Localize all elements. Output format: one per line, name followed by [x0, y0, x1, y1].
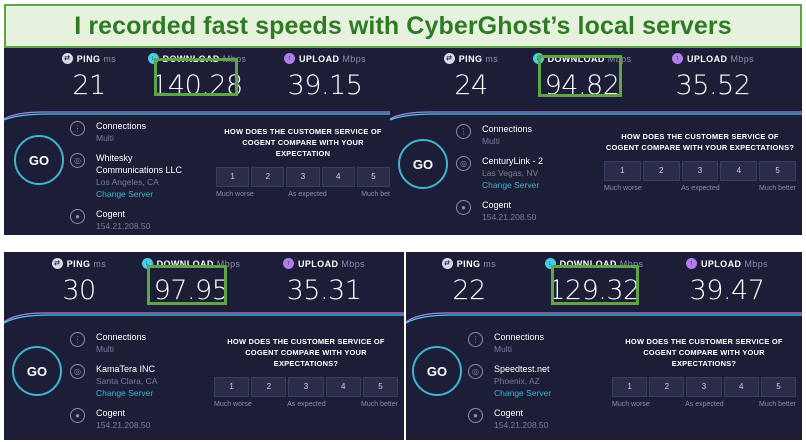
ping-metric: ⇄ PING ms 30 [14, 258, 144, 306]
upload-icon: ↑ [283, 53, 295, 64]
rating-4-button[interactable]: 4 [325, 377, 361, 397]
download-highlight-box [551, 265, 639, 305]
user-icon: ● [70, 408, 85, 423]
speed-graph [406, 312, 802, 324]
upload-metric: ↑ UPLOAD Mbps 35.31 [259, 258, 389, 306]
change-server-link[interactable]: Change Server [96, 388, 154, 398]
rating-5-button[interactable]: 5 [356, 167, 391, 187]
rating-5-button[interactable]: 5 [759, 161, 796, 181]
rating-5-button[interactable]: 5 [760, 377, 797, 397]
upload-value: 39.47 [689, 275, 765, 306]
ping-value: 24 [454, 70, 488, 101]
rating-scale: 1 2 3 4 5 [214, 377, 399, 397]
rating-3-button[interactable]: 3 [286, 167, 320, 187]
connections-icon: ⋮ [70, 121, 85, 136]
ping-icon: ⇄ [441, 258, 453, 269]
rating-2-button[interactable]: 2 [251, 377, 287, 397]
go-button[interactable]: GO [398, 139, 448, 189]
connections-icon: ⋮ [456, 124, 471, 139]
change-server-link[interactable]: Change Server [482, 180, 540, 190]
go-button[interactable]: GO [12, 346, 62, 396]
connection-info: ⋮ Connections Multi ◎ Whitesky Communication… [70, 120, 210, 235]
rating-3-button[interactable]: 3 [288, 377, 324, 397]
connection-info: ⋮ Connections Multi ◎ Speedtest.net Phoenix,… [468, 331, 608, 439]
download-metric: ↓ DOWNLOAD Mbps 129.32 [529, 258, 659, 306]
connections-icon: ⋮ [70, 332, 85, 347]
customer-service-survey: HOW DOES THE CUSTOMER SERVICE OF COGENT … [214, 337, 399, 408]
change-server-link[interactable]: Change Server [96, 189, 154, 199]
globe-icon: ◎ [70, 364, 85, 379]
customer-service-survey: HOW DOES THE CUSTOMER SERVICE OF COGENT … [604, 132, 796, 192]
upload-value: 35.31 [286, 275, 362, 306]
speed-graph [4, 111, 404, 121]
rating-1-button[interactable]: 1 [216, 167, 250, 187]
download-highlight-box [147, 265, 227, 305]
upload-metric: ↑ UPLOAD Mbps 39.15 [260, 53, 390, 101]
download-highlight-box [154, 58, 238, 96]
globe-icon: ◎ [70, 153, 85, 168]
ping-metric: ⇄ PING ms 22 [406, 258, 534, 306]
globe-icon: ◎ [456, 156, 471, 171]
speedtest-panel-los-angeles: ⇄ PING ms 21 ↓ DOWNLOAD Mbps 140.28 ↑ UPLOAD M… [4, 47, 404, 235]
rating-scale: 1 2 3 4 5 [604, 161, 796, 181]
ping-icon: ⇄ [51, 258, 63, 269]
user-icon: ● [456, 200, 471, 215]
download-value: 97.95 [153, 275, 229, 306]
upload-value: 39.15 [287, 70, 363, 101]
ping-value: 22 [452, 275, 486, 306]
rating-scale: 1 2 3 4 5 [216, 167, 391, 187]
ping-metric: ⇄ PING ms 24 [406, 53, 536, 101]
upload-value: 35.52 [675, 70, 751, 101]
go-button[interactable]: GO [14, 135, 64, 185]
headline-text: I recorded fast speeds with CyberGhost’s… [74, 11, 732, 40]
connection-info: ⋮ Connections Multi ◎ CenturyLink - 2 Las Ve… [456, 123, 596, 231]
speed-graph [390, 111, 802, 121]
rating-1-button[interactable]: 1 [214, 377, 250, 397]
upload-icon: ↑ [282, 258, 294, 269]
ping-icon: ⇄ [61, 53, 73, 64]
ping-value: 30 [62, 275, 96, 306]
rating-2-button[interactable]: 2 [642, 161, 680, 181]
upload-icon: ↑ [671, 53, 683, 64]
download-icon: ↓ [544, 258, 556, 269]
connection-info: ⋮ Connections Multi ◎ KamaTera INC Santa Cla… [70, 331, 210, 439]
rating-2-button[interactable]: 2 [251, 167, 285, 187]
rating-3-button[interactable]: 3 [686, 377, 722, 397]
connections-icon: ⋮ [468, 332, 483, 347]
download-metric: ↓ DOWNLOAD Mbps 97.95 [126, 258, 256, 306]
upload-metric: ↑ UPLOAD Mbps 35.52 [648, 53, 778, 101]
globe-icon: ◎ [468, 364, 483, 379]
rating-4-button[interactable]: 4 [321, 167, 355, 187]
rating-3-button[interactable]: 3 [681, 161, 719, 181]
speedtest-panel-phoenix: ⇄ PING ms 22 ↓ DOWNLOAD Mbps 129.32 ↑ UPLOAD M… [406, 252, 802, 440]
upload-icon: ↑ [685, 258, 697, 269]
go-button[interactable]: GO [412, 346, 462, 396]
ping-metric: ⇄ PING ms 21 [24, 53, 154, 101]
rating-1-button[interactable]: 1 [604, 161, 641, 181]
download-icon: ↓ [141, 258, 153, 269]
rating-4-button[interactable]: 4 [720, 161, 758, 181]
rating-1-button[interactable]: 1 [612, 377, 648, 397]
download-highlight-box [538, 55, 622, 97]
ping-icon: ⇄ [443, 53, 455, 64]
user-icon: ● [70, 209, 85, 224]
rating-scale: 1 2 3 4 5 [612, 377, 797, 397]
speed-graph [4, 312, 404, 324]
change-server-link[interactable]: Change Server [494, 388, 552, 398]
customer-service-survey: HOW DOES THE CUSTOMER SERVICE OF COGENT … [612, 337, 797, 408]
download-value: 129.32 [548, 275, 640, 306]
user-icon: ● [468, 408, 483, 423]
rating-5-button[interactable]: 5 [362, 377, 399, 397]
rating-2-button[interactable]: 2 [649, 377, 685, 397]
upload-metric: ↑ UPLOAD Mbps 39.47 [662, 258, 792, 306]
download-icon: ↓ [147, 53, 159, 64]
headline-banner: I recorded fast speeds with CyberGhost’s… [4, 4, 802, 48]
ping-value: 21 [72, 70, 106, 101]
speedtest-panel-las-vegas: ⇄ PING ms 24 ↓ DOWNLOAD Mbps 94.82 ↑ UPLOAD Mb… [390, 47, 802, 235]
speedtest-panel-santa-clara: ⇄ PING ms 30 ↓ DOWNLOAD Mbps 97.95 ↑ UPLOAD Mb… [4, 252, 404, 440]
rating-4-button[interactable]: 4 [723, 377, 759, 397]
customer-service-survey: HOW DOES THE CUSTOMER SERVICE OF COGENT … [216, 127, 391, 198]
